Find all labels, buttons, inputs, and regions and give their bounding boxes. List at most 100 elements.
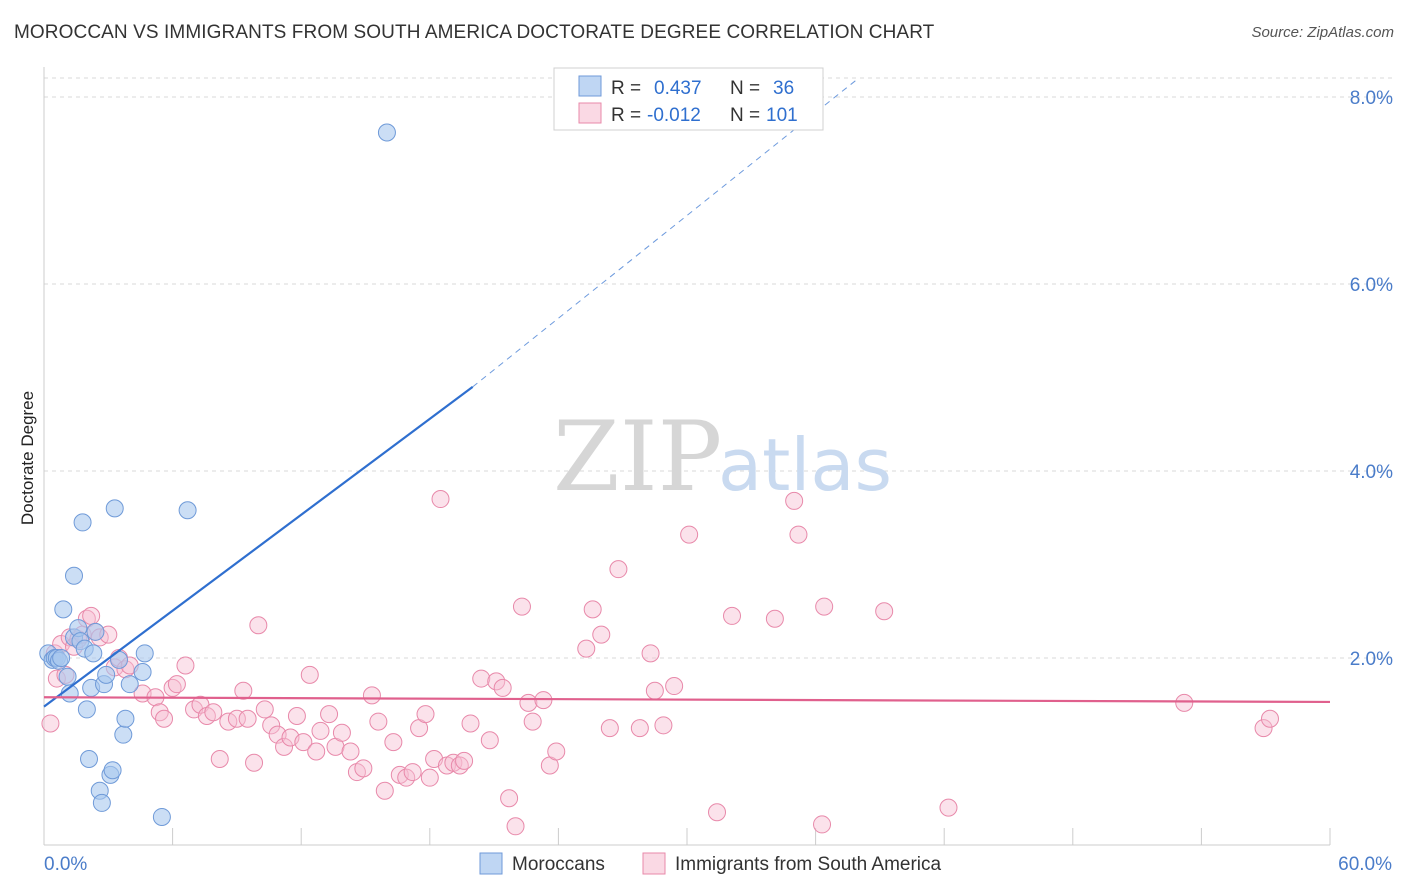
immigrants-point-31	[227, 709, 246, 728]
axes	[43, 67, 1331, 846]
immigrants-point-10	[82, 606, 101, 625]
legend-swatch-immigrants	[578, 102, 602, 124]
moroccans-point-7	[58, 667, 77, 686]
immigrants-point-86	[630, 719, 649, 738]
immigrants-point-99	[875, 602, 894, 621]
grid-lines	[44, 77, 1392, 659]
watermark-zip: ZIP	[553, 401, 722, 513]
immigrants-point-49	[341, 742, 360, 761]
trend-lines	[43, 77, 1331, 708]
moroccans-point-18	[84, 644, 103, 663]
immigrants-point-37	[262, 716, 281, 735]
legend-n-value-moroccans: 36	[773, 78, 794, 99]
bottom-legend-label-immigrants: Immigrants from South America	[675, 854, 942, 875]
immigrants-point-75	[512, 597, 531, 616]
immigrants-point-0	[41, 714, 60, 733]
immigrants-point-91	[680, 525, 699, 544]
legend-r-value-immigrants: -0.012	[647, 105, 701, 126]
immigrants-point-71	[487, 672, 506, 691]
immigrants-point-103	[1260, 709, 1279, 728]
immigrants-point-72	[493, 678, 512, 697]
immigrants-point-76	[519, 693, 538, 712]
immigrants-point-84	[600, 719, 619, 738]
legend-r-value-moroccans: 0.437	[654, 78, 702, 99]
immigrants-point-68	[461, 714, 480, 733]
immigrants-point-85	[609, 560, 628, 579]
immigrants-point-93	[723, 606, 742, 625]
immigrants-point-74	[506, 817, 525, 836]
immigrants-point-97	[813, 815, 832, 834]
series-immigrants-points	[41, 490, 1279, 836]
moroccans-point-30	[120, 675, 139, 694]
immigrants-point-55	[384, 733, 403, 752]
immigrants-point-43	[300, 665, 319, 684]
immigrants-point-67	[455, 751, 474, 770]
moroccans-point-31	[133, 663, 152, 682]
immigrants-point-41	[287, 706, 306, 725]
moroccans-point-16	[80, 749, 99, 768]
x-tick-label-0: 0.0%	[44, 854, 87, 875]
immigrants-point-46	[320, 705, 339, 724]
immigrants-point-100	[939, 798, 958, 817]
immigrants-point-77	[523, 712, 542, 731]
immigrants-point-23	[167, 675, 186, 694]
immigrants-trend-line	[43, 696, 1331, 704]
moroccans-point-33	[152, 807, 171, 826]
immigrants-point-34	[245, 753, 264, 772]
x-tick-labels: 0.0% 60.0%	[44, 854, 1392, 875]
series-moroccans-points	[39, 123, 396, 826]
immigrants-point-44	[307, 742, 326, 761]
immigrants-point-48	[332, 723, 351, 742]
immigrants-point-82	[583, 600, 602, 619]
immigrants-point-73	[500, 789, 519, 808]
moroccans-point-5	[52, 649, 71, 667]
bottom-legend-swatch-moroccans	[479, 852, 503, 875]
immigrants-point-58	[403, 763, 422, 782]
immigrants-point-80	[547, 742, 566, 761]
moroccans-point-13	[73, 513, 92, 532]
chart-title: MOROCCAN VS IMMIGRANTS FROM SOUTH AMERIC…	[14, 22, 935, 43]
immigrants-point-81	[577, 639, 596, 658]
immigrants-point-101	[1175, 693, 1194, 712]
immigrants-point-39	[275, 737, 294, 756]
legend-n-label-1: N =	[730, 105, 760, 126]
y-tick-label-1: 4.0%	[1350, 462, 1393, 483]
legend-swatch-moroccans	[578, 75, 602, 97]
immigrants-point-53	[369, 712, 388, 731]
moroccans-point-21	[92, 793, 111, 812]
moroccans-point-35	[377, 123, 396, 142]
watermark-atlas: atlas	[718, 423, 892, 507]
moroccans-point-23	[97, 665, 116, 684]
immigrants-point-61	[420, 768, 439, 787]
immigrants-point-95	[785, 491, 804, 510]
legend-r-label-1: R =	[611, 105, 641, 126]
immigrants-point-42	[294, 733, 313, 752]
immigrants-point-35	[249, 616, 268, 635]
legend-n-value-immigrants: 101	[766, 105, 798, 126]
immigrants-point-89	[654, 716, 673, 735]
immigrants-point-21	[155, 709, 174, 728]
watermark: ZIP atlas	[553, 401, 892, 513]
y-axis-label: Doctorate Degree	[18, 391, 37, 525]
immigrants-point-63	[431, 490, 450, 509]
y-tick-label-0: 2.0%	[1350, 649, 1393, 670]
moroccans-point-19	[86, 622, 105, 641]
y-tick-labels: 2.0% 4.0% 6.0% 8.0%	[1350, 88, 1393, 670]
moroccans-point-6	[54, 600, 73, 619]
immigrants-point-69	[472, 669, 491, 688]
immigrants-point-32	[234, 681, 253, 700]
bottom-legend-label-moroccans: Moroccans	[512, 854, 605, 875]
legend-r-label-0: R =	[611, 78, 641, 99]
immigrants-point-83	[592, 625, 611, 644]
legend-n-label-0: N =	[730, 78, 760, 99]
immigrants-point-90	[665, 677, 684, 696]
moroccans-point-25	[103, 761, 122, 780]
y-tick-label-3: 8.0%	[1350, 88, 1393, 109]
moroccans-point-10	[65, 566, 84, 585]
moroccans-point-15	[77, 700, 96, 719]
immigrants-point-33	[238, 709, 257, 728]
immigrants-point-70	[480, 731, 499, 750]
moroccans-point-26	[105, 499, 124, 518]
stats-legend: R = 0.437 N = 36 R = -0.012 N = 101	[553, 67, 824, 131]
